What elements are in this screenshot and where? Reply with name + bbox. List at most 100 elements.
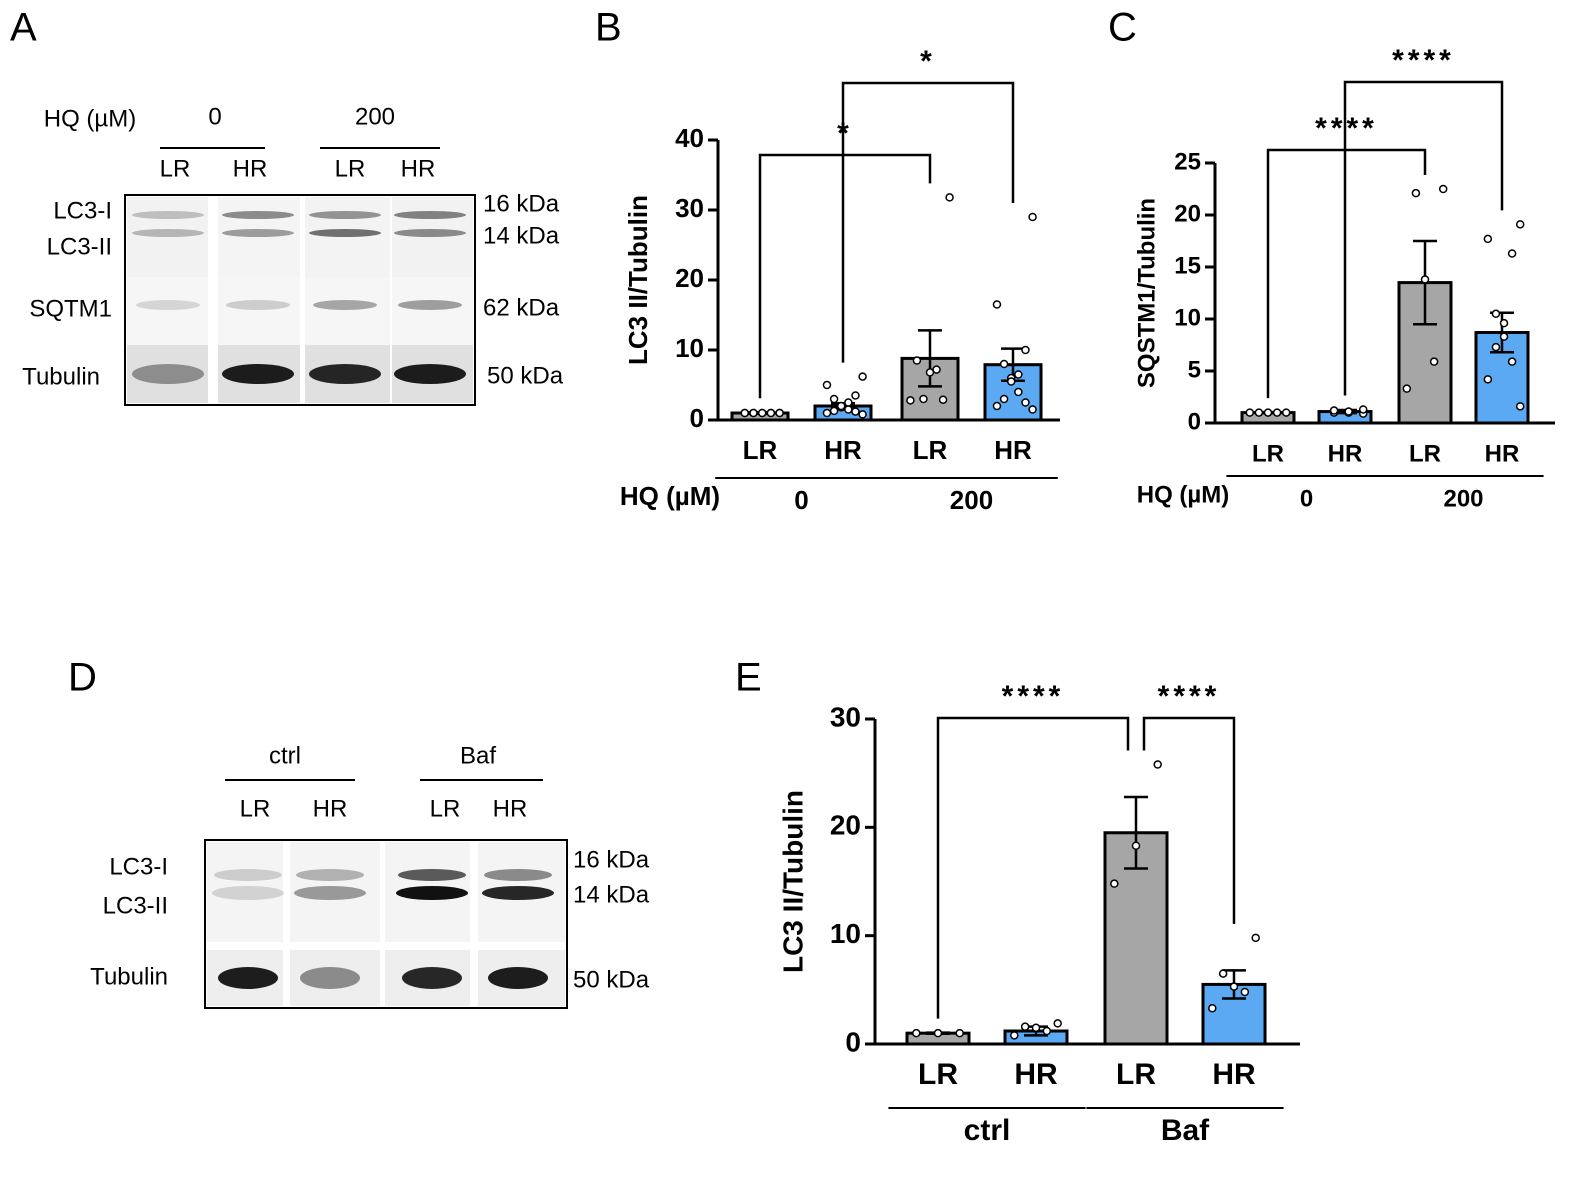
data-point (1245, 408, 1255, 417)
y-tick-label: 5 (1188, 356, 1201, 383)
y-tick-label: 20 (830, 810, 861, 841)
group-label: 0 (1300, 485, 1313, 512)
lane-label: LR (160, 155, 191, 182)
band (222, 211, 294, 219)
size-label: 14 kDa (483, 222, 560, 249)
data-point (766, 408, 776, 418)
panel-label: B (595, 6, 622, 50)
x-tick-label: HR (1328, 440, 1363, 467)
y-tick-label: 10 (830, 918, 861, 949)
data-point (925, 368, 935, 377)
lane-label: LR (335, 155, 366, 182)
significance-label: * (837, 117, 853, 150)
data-point (1010, 1031, 1019, 1040)
data-point (919, 394, 928, 404)
y-tick-label: 15 (1174, 252, 1201, 279)
significance-bracket (936, 716, 1130, 1019)
data-point (858, 410, 867, 419)
band (484, 869, 552, 881)
band-label: Tubulin (22, 363, 100, 390)
x-tick-label: HR (1014, 1058, 1058, 1091)
data-point (999, 394, 1009, 404)
x-tick-label: HR (1212, 1058, 1256, 1091)
panel-label: A (10, 6, 37, 50)
data-point (1028, 405, 1037, 414)
group-label: Baf (460, 742, 496, 769)
blot (207, 842, 565, 1006)
data-point (1006, 377, 1016, 386)
data-point (945, 193, 954, 202)
y-axis-label: LC3 II/Tubulin (623, 195, 653, 365)
x-tick-label: HR (824, 435, 862, 465)
significance-label: **** (1002, 680, 1065, 713)
x-tick-label: HR (994, 435, 1032, 465)
group-label: ctrl (964, 1114, 1011, 1147)
band (218, 967, 278, 989)
significance-label: **** (1392, 44, 1455, 77)
data-point (1483, 234, 1493, 244)
x-tick-label: LR (1252, 440, 1284, 467)
band (313, 300, 377, 310)
significance-bracket (758, 153, 932, 399)
data-point (912, 1028, 921, 1038)
lane-bg (305, 197, 390, 277)
band (402, 967, 462, 989)
significance-label: **** (1315, 112, 1378, 145)
data-point (1131, 841, 1141, 850)
data-point (1272, 408, 1282, 417)
data-point (1263, 408, 1273, 417)
treatment-label: HQ (µM) (44, 105, 136, 132)
data-point (1053, 1019, 1062, 1028)
band-label: LC3-II (47, 233, 112, 260)
lane-label: HR (233, 155, 268, 182)
band (296, 869, 364, 881)
lane-label: HR (313, 795, 348, 822)
y-tick-label: 40 (675, 123, 704, 153)
panel-label: C (1108, 6, 1137, 50)
data-point (1218, 969, 1228, 978)
lane-label: HR (401, 155, 436, 182)
band (132, 229, 204, 237)
band (212, 886, 284, 900)
data-point (955, 1028, 964, 1038)
group-label: ctrl (269, 742, 301, 769)
data-point (851, 391, 860, 400)
panel-label: E (735, 656, 762, 700)
data-point (992, 401, 1002, 411)
significance-bracket (1343, 80, 1504, 396)
data-point (822, 408, 832, 418)
data-point (749, 408, 758, 418)
data-point (1042, 1026, 1052, 1036)
group-axis-label: HQ (µM) (1137, 481, 1229, 508)
lane-bg (392, 277, 473, 345)
band-label: LC3-I (109, 853, 168, 880)
data-point (1438, 184, 1448, 194)
group-label: 200 (1443, 485, 1483, 512)
lane-bg (127, 197, 208, 277)
x-tick-label: LR (913, 435, 948, 465)
data-point (1014, 387, 1023, 397)
data-point (858, 372, 867, 381)
band (222, 229, 294, 237)
data-point (1329, 406, 1339, 415)
band (488, 967, 548, 989)
data-point (1429, 357, 1439, 366)
data-point (1420, 275, 1430, 284)
data-point (1021, 345, 1030, 355)
band (482, 886, 554, 900)
lane-bg (290, 842, 380, 942)
data-point (740, 408, 750, 418)
lane-label: HR (493, 795, 528, 822)
data-point (1251, 933, 1260, 943)
blot (127, 197, 473, 403)
band-label: LC3-II (103, 892, 168, 919)
y-tick-label: 20 (1174, 200, 1201, 227)
data-point (851, 407, 860, 416)
data-point (1020, 1022, 1030, 1031)
band (309, 364, 381, 384)
y-tick-label: 0 (690, 403, 704, 433)
data-point (1499, 318, 1509, 328)
data-point (775, 408, 784, 418)
data-point (1491, 309, 1501, 319)
lane-bg (218, 277, 300, 345)
